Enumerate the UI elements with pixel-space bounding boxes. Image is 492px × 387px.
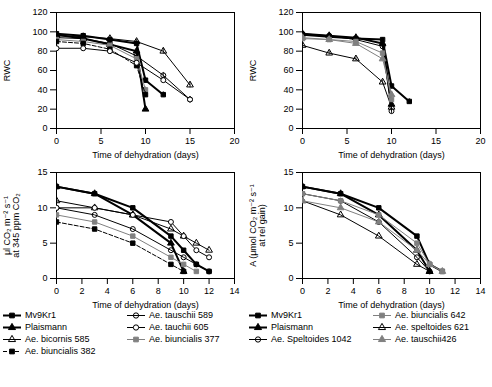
svg-text:5: 5	[288, 238, 293, 248]
html-text:Ae. biuncialis 642: Ae. biuncialis 642	[395, 310, 466, 320]
svg-text:RWC: RWC	[2, 59, 12, 81]
svg-text:10: 10	[283, 203, 293, 213]
svg-text:0: 0	[42, 123, 47, 133]
svg-text:20: 20	[283, 104, 293, 114]
svg-text:8: 8	[156, 286, 161, 296]
svg-text:15: 15	[185, 136, 195, 146]
svg-text:0: 0	[54, 136, 59, 146]
html-text:Ae. tauchii 605: Ae. tauchii 605	[149, 322, 209, 332]
html-text:Ae. bicornis 585: Ae. bicornis 585	[25, 334, 90, 344]
html-text:Ae. tauschii 589: Ae. tauschii 589	[149, 310, 213, 320]
svg-text:5: 5	[344, 136, 349, 146]
svg-text:2: 2	[325, 286, 330, 296]
svg-text:20: 20	[229, 136, 239, 146]
svg-text:5: 5	[42, 238, 47, 248]
html-text:Ae. Speltoides 1042: Ae. Speltoides 1042	[271, 334, 352, 344]
svg-text:10: 10	[140, 136, 150, 146]
svg-text:100: 100	[32, 27, 47, 37]
svg-text:Time of dehydration (days): Time of dehydration (days)	[92, 300, 199, 310]
svg-text:15: 15	[431, 136, 441, 146]
svg-text:40: 40	[283, 85, 293, 95]
svg-text:6: 6	[130, 286, 135, 296]
svg-text:Time of dehydration (days): Time of dehydration (days)	[92, 150, 199, 160]
svg-text:0: 0	[288, 123, 293, 133]
svg-text:80: 80	[37, 46, 47, 56]
html-text:Plaismann: Plaismann	[25, 322, 67, 332]
svg-text:5: 5	[98, 136, 103, 146]
svg-text:120: 120	[278, 7, 293, 17]
svg-text:20: 20	[475, 136, 485, 146]
svg-text:Time of dehydration (days): Time of dehydration (days)	[338, 150, 445, 160]
svg-text:10: 10	[386, 136, 396, 146]
svg-text:μl CO₂ m⁻² s⁻¹at 345 ppm CO₂: μl CO₂ m⁻² s⁻¹at 345 ppm CO₂	[2, 193, 21, 258]
html-text:Mv9Kr1: Mv9Kr1	[25, 310, 56, 320]
svg-text:12: 12	[450, 286, 460, 296]
svg-text:0: 0	[54, 286, 59, 296]
svg-text:60: 60	[283, 65, 293, 75]
svg-text:100: 100	[278, 27, 293, 37]
svg-text:120: 120	[32, 7, 47, 17]
svg-text:14: 14	[229, 286, 239, 296]
svg-text:40: 40	[37, 85, 47, 95]
svg-text:15: 15	[283, 167, 293, 177]
html-text:Ae. biuncialis 377: Ae. biuncialis 377	[149, 334, 220, 344]
svg-text:4: 4	[351, 286, 356, 296]
svg-text:0: 0	[300, 286, 305, 296]
svg-text:60: 60	[37, 65, 47, 75]
svg-text:20: 20	[37, 104, 47, 114]
svg-text:Time of dehydration (days): Time of dehydration (days)	[338, 300, 445, 310]
svg-text:12: 12	[204, 286, 214, 296]
svg-text:RWC: RWC	[248, 59, 258, 81]
html-text:Ae. tauschii426: Ae. tauschii426	[395, 334, 457, 344]
svg-text:0: 0	[288, 273, 293, 283]
svg-text:10: 10	[179, 286, 189, 296]
html-text:Ae. speltoides 621: Ae. speltoides 621	[395, 322, 470, 332]
html-text:Mv9Kr1: Mv9Kr1	[271, 310, 302, 320]
svg-text:15: 15	[37, 167, 47, 177]
html-text:Ae. biuncialis 382: Ae. biuncialis 382	[25, 346, 96, 356]
svg-text:4: 4	[105, 286, 110, 296]
svg-text:14: 14	[475, 286, 485, 296]
html-text:Plaismann: Plaismann	[271, 322, 313, 332]
svg-text:2: 2	[79, 286, 84, 296]
svg-text:8: 8	[402, 286, 407, 296]
svg-text:A (μmol CO₂ m⁻² s⁻¹at rel gain: A (μmol CO₂ m⁻² s⁻¹at rel gain)	[248, 184, 267, 267]
svg-text:6: 6	[376, 286, 381, 296]
svg-text:80: 80	[283, 46, 293, 56]
svg-text:0: 0	[42, 273, 47, 283]
svg-text:10: 10	[37, 203, 47, 213]
svg-text:0: 0	[300, 136, 305, 146]
svg-text:10: 10	[425, 286, 435, 296]
